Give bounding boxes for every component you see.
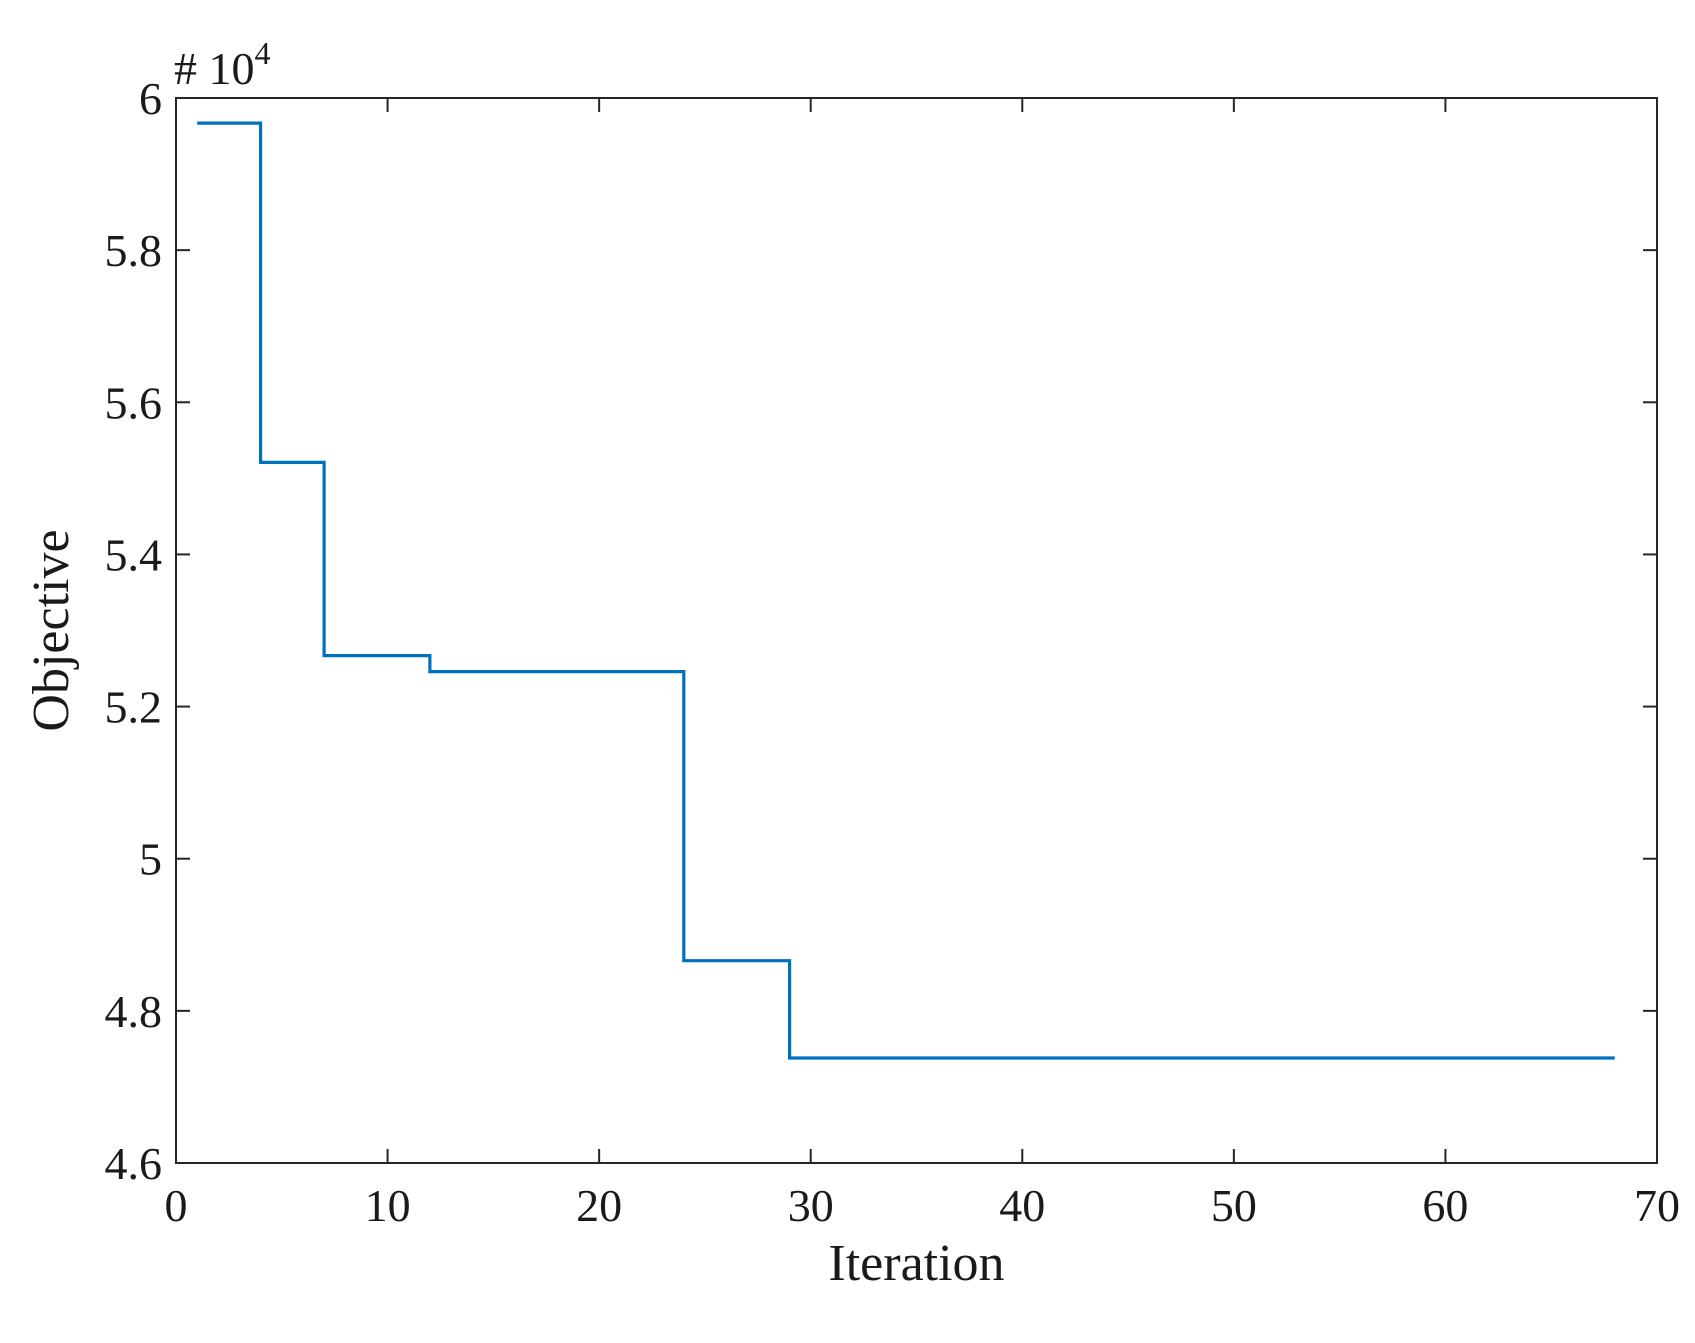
y-axis-label: Objective [23,529,80,731]
y-tick-label: 5.4 [105,529,163,580]
y-axis-multiplier-base: # 10 [174,43,255,94]
x-tick-label: 40 [999,1180,1045,1231]
y-tick-label: 5.8 [105,225,163,276]
x-tick-label: 50 [1211,1180,1257,1231]
x-tick-label: 10 [365,1180,411,1231]
y-tick-labels: 4.6 4.8 5 5.2 5.4 5.6 5.8 6 [105,73,163,1189]
y-axis-multiplier: # 104 [174,35,271,94]
series-group [197,121,1615,1060]
x-tick-label: 0 [165,1180,188,1231]
x-tick-label: 70 [1634,1180,1680,1231]
x-tick-label: 60 [1422,1180,1468,1231]
x-tick-label: 20 [576,1180,622,1231]
y-tick-label: 6 [139,73,162,124]
objective-series-line [197,121,1615,1060]
y-tick-label: 5.6 [105,377,163,428]
x-tick-labels: 0 10 20 30 40 50 60 70 [165,1180,1681,1231]
x-axis-label: Iteration [828,1235,1004,1292]
y-tick-label: 4.8 [105,986,163,1037]
y-axis-multiplier-exponent: 4 [255,35,271,71]
y-tick-label: 4.6 [105,1138,163,1189]
x-tick-label: 30 [788,1180,834,1231]
y-tick-label: 5 [139,834,162,885]
y-tick-label: 5.2 [105,682,163,733]
axes-box [175,97,1658,1164]
